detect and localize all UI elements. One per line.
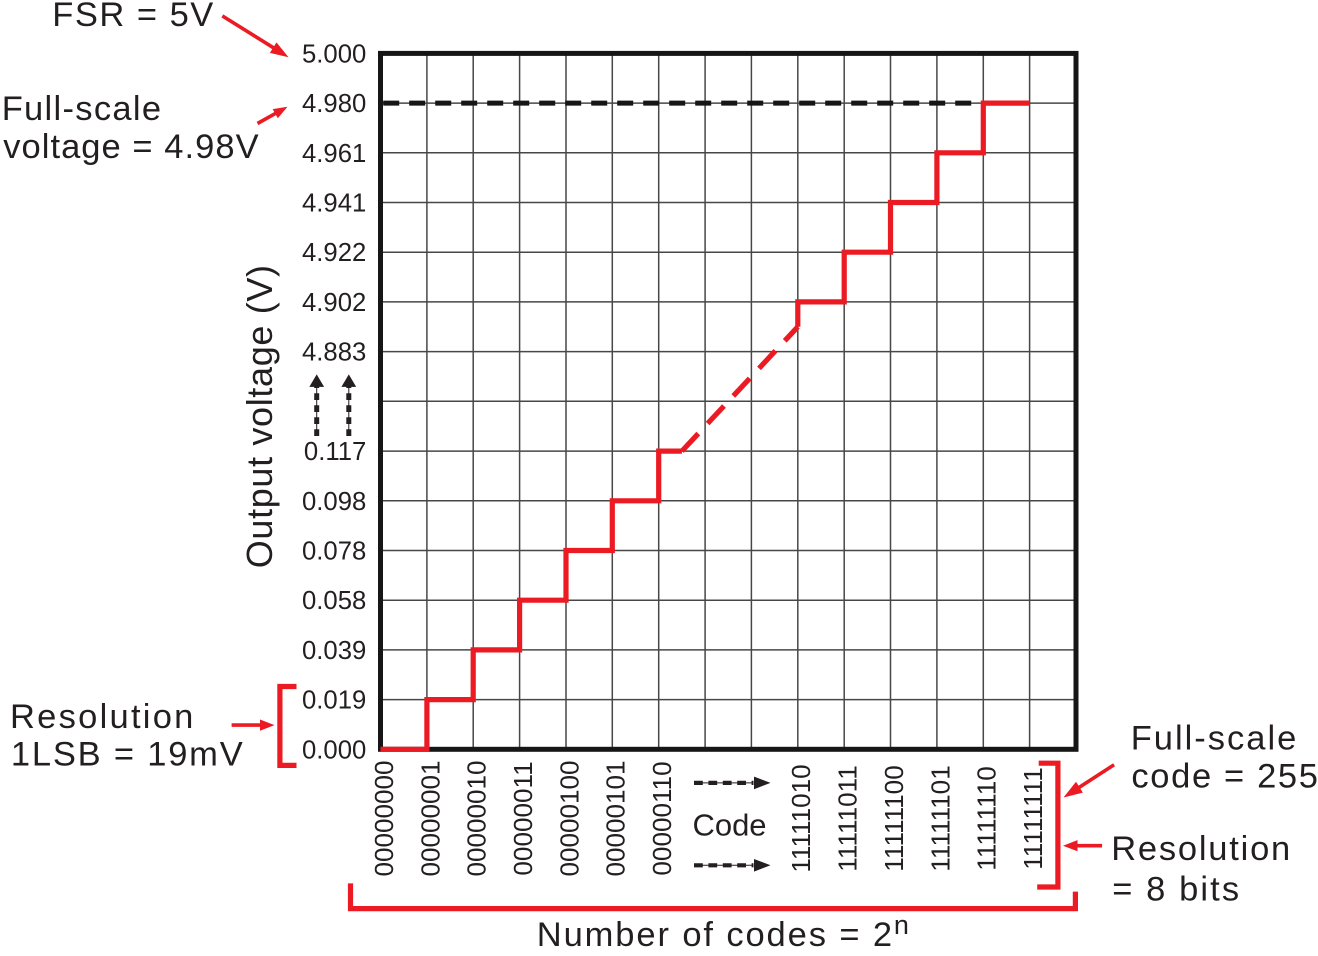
svg-text:11111011: 11111011 (833, 765, 863, 871)
svg-text:0.117: 0.117 (304, 438, 366, 466)
svg-text:11111100: 11111100 (879, 765, 909, 871)
svg-text:code = 255: code = 255 (1131, 758, 1318, 796)
svg-text:0.098: 0.098 (302, 488, 366, 516)
svg-text:4.961: 4.961 (302, 140, 366, 168)
svg-text:voltage = 4.98V: voltage = 4.98V (3, 128, 259, 166)
svg-text:0.039: 0.039 (302, 637, 366, 665)
svg-text:0.058: 0.058 (302, 587, 366, 615)
svg-text:Code: Code (692, 808, 766, 843)
svg-text:11111110: 11111110 (972, 766, 1002, 870)
svg-text:00000000: 00000000 (369, 760, 399, 876)
svg-text:00000011: 00000011 (508, 761, 538, 875)
svg-text:00000100: 00000100 (554, 760, 584, 876)
svg-text:00000001: 00000001 (415, 760, 445, 876)
svg-text:11111010: 11111010 (786, 764, 816, 872)
svg-text:0.078: 0.078 (302, 538, 366, 566)
svg-text:5.000: 5.000 (302, 40, 366, 68)
svg-text:00000010: 00000010 (462, 760, 492, 876)
svg-text:= 8 bits: = 8 bits (1112, 871, 1241, 909)
svg-text:4.922: 4.922 (302, 239, 366, 267)
svg-text:00000101: 00000101 (601, 760, 631, 876)
svg-text:Full-scale: Full-scale (2, 90, 163, 128)
svg-text:FSR = 5V: FSR = 5V (52, 0, 215, 34)
svg-text:Output voltage (V): Output voltage (V) (239, 264, 280, 568)
svg-text:4.883: 4.883 (302, 339, 366, 367)
svg-text:Resolution: Resolution (10, 698, 196, 736)
svg-text:4.902: 4.902 (302, 289, 366, 317)
svg-text:11111101: 11111101 (925, 765, 955, 871)
svg-text:00000110: 00000110 (647, 761, 677, 875)
svg-text:0.019: 0.019 (302, 687, 366, 715)
svg-text:1LSB = 19mV: 1LSB = 19mV (11, 736, 245, 774)
svg-text:Full-scale: Full-scale (1131, 720, 1299, 758)
svg-text:4.941: 4.941 (302, 190, 366, 218)
svg-text:11111111: 11111111 (1018, 767, 1048, 870)
svg-text:0.000: 0.000 (302, 736, 366, 764)
svg-text:Resolution: Resolution (1111, 830, 1292, 868)
svg-text:Number of codes = 2n: Number of codes = 2n (537, 910, 911, 951)
svg-text:4.980: 4.980 (302, 90, 366, 118)
